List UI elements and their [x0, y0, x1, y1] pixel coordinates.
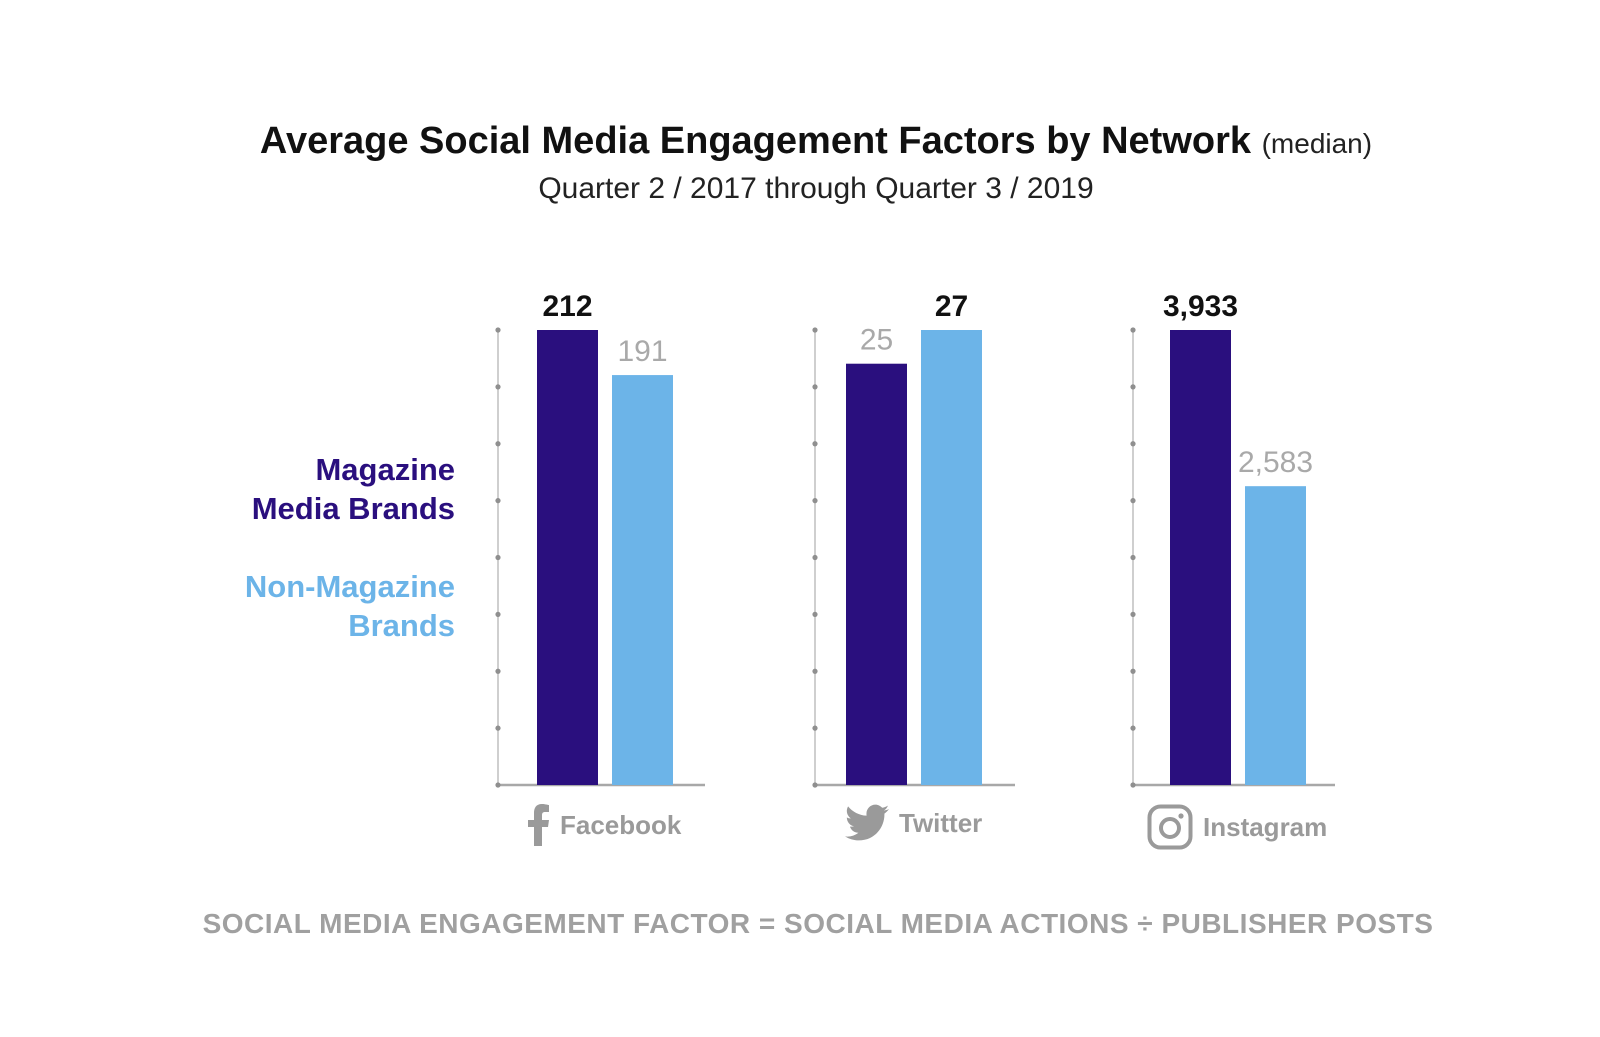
chart-title: Average Social Media Engagement Factors …	[0, 120, 1600, 163]
formula-footnote: SOCIAL MEDIA ENGAGEMENT FACTOR = SOCIAL …	[202, 908, 1434, 939]
bar-instagram-magazine	[1170, 330, 1231, 785]
axis-tick-twitter	[812, 384, 818, 390]
axis-tick-twitter	[812, 668, 818, 674]
data-label-facebook-non-magazine: 191	[617, 335, 667, 368]
legend-non-magazine-line1: Non-Magazine	[244, 569, 455, 604]
twitter-icon	[845, 804, 889, 841]
chart-subtitle: Quarter 2 / 2017 through Quarter 3 / 201…	[538, 172, 1094, 205]
axis-tick-facebook	[495, 384, 501, 390]
data-label-twitter-non-magazine: 27	[935, 290, 968, 323]
data-label-instagram-magazine: 3,933	[1163, 290, 1238, 323]
legend-non-magazine-brands: Non-Magazine Brands	[245, 567, 455, 645]
axis-tick-facebook	[495, 327, 501, 333]
axis-tick-instagram	[1130, 384, 1136, 390]
bar-facebook-magazine	[537, 330, 598, 785]
bar-facebook-non-magazine	[612, 375, 673, 785]
data-label-instagram-non-magazine: 2,583	[1238, 446, 1313, 479]
axis-tick-instagram	[1130, 554, 1136, 561]
axis-tick-twitter	[812, 441, 818, 447]
axis-tick-twitter	[812, 782, 818, 788]
axis-tick-twitter	[812, 327, 818, 333]
legend-magazine-line1: Magazine	[315, 452, 455, 487]
network-label-twitter: Twitter	[845, 804, 982, 842]
legend-magazine-media-brands: Magazine Media Brands	[252, 450, 455, 528]
data-label-twitter-magazine: 25	[860, 324, 893, 357]
axis-tick-facebook	[495, 725, 501, 731]
network-label-instagram: Instagram	[1147, 804, 1327, 850]
axis-tick-instagram	[1130, 668, 1136, 674]
axis-tick-facebook	[495, 611, 501, 617]
axis-tick-facebook	[495, 441, 501, 447]
axis-tick-instagram	[1130, 725, 1136, 731]
axis-tick-twitter	[812, 725, 818, 731]
facebook-icon	[528, 804, 549, 846]
axis-tick-facebook	[495, 554, 501, 561]
axis-tick-facebook	[495, 498, 501, 504]
axis-tick-instagram	[1130, 327, 1136, 333]
legend-magazine-line2: Media Brands	[251, 491, 455, 526]
chart-title-main: Average Social Media Engagement Factors …	[259, 120, 1252, 162]
instagram-icon	[1147, 804, 1193, 850]
axis-tick-twitter	[812, 498, 818, 504]
network-label-facebook: Facebook	[528, 804, 681, 846]
bar-twitter-magazine	[846, 363, 907, 785]
network-name-instagram: Instagram	[1203, 811, 1328, 842]
network-name-facebook: Facebook	[560, 809, 682, 840]
axis-tick-facebook	[495, 782, 501, 788]
axis-tick-twitter	[812, 611, 818, 617]
legend-non-magazine-line2: Brands	[348, 608, 455, 643]
axis-tick-facebook	[495, 668, 501, 674]
network-name-twitter: Twitter	[899, 807, 983, 838]
axis-tick-instagram	[1130, 498, 1136, 504]
bar-instagram-non-magazine	[1245, 486, 1306, 785]
chart-title-suffix: (median)	[1261, 128, 1373, 159]
bar-twitter-non-magazine	[921, 330, 982, 785]
data-label-facebook-magazine: 212	[542, 290, 592, 323]
axis-tick-instagram	[1130, 782, 1136, 788]
axis-tick-instagram	[1130, 611, 1136, 617]
axis-tick-twitter	[812, 554, 818, 561]
axis-tick-instagram	[1130, 441, 1136, 447]
